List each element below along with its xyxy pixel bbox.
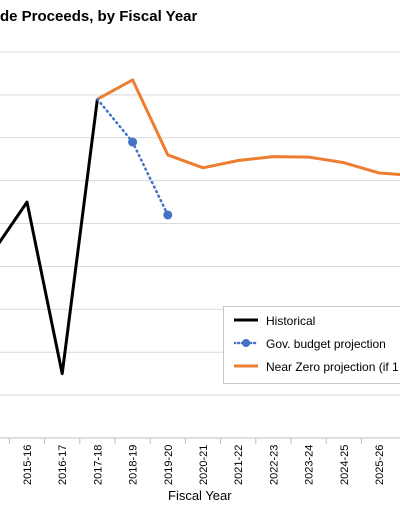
series-line-1 [96, 97, 170, 217]
legend-item-near-zero: Near Zero projection (if 1 [234, 359, 399, 374]
x-tick-label: 2018-19 [128, 445, 140, 485]
legend: Historical Gov. budget projection Near Z… [223, 306, 400, 384]
legend-label-near-zero: Near Zero projection (if 1 [266, 359, 399, 374]
legend-swatch-gov-budget [232, 337, 260, 351]
series-lines [0, 78, 400, 376]
legend-label-historical: Historical [266, 313, 316, 328]
x-axis-label: Fiscal Year [168, 488, 232, 503]
legend-label-gov-budget: Gov. budget projection [266, 336, 386, 351]
legend-swatch-historical [234, 314, 258, 328]
x-tick-label: 2017-18 [92, 445, 104, 485]
x-tick-label: 2023-24 [304, 445, 316, 485]
series-line-2 [96, 78, 400, 176]
chart-title: de Proceeds, by Fiscal Year [0, 8, 198, 25]
series-point-1 [128, 137, 138, 147]
x-tick-label: 2024-25 [339, 445, 351, 485]
x-tick-label: 2019-20 [163, 445, 175, 485]
x-tick-label: 2025-26 [374, 445, 386, 485]
x-tick-label: 2021-22 [233, 445, 245, 485]
series-line-0 [0, 98, 99, 376]
x-tick-labels: 2015-16 2016-17 2017-18 2018-19 2019-20 2020-… [8, 438, 386, 485]
gridlines [0, 51, 400, 439]
x-tick-label: 2015-16 [22, 445, 34, 485]
series-point-1 [163, 210, 173, 220]
x-tick-label: 2016-17 [57, 445, 69, 485]
x-tick-label: 2020-21 [198, 445, 210, 485]
x-tick-label: 2022-23 [268, 445, 280, 485]
legend-item-historical: Historical [234, 313, 315, 328]
legend-item-gov-budget: Gov. budget projection [232, 336, 386, 351]
legend-swatch-near-zero [234, 360, 258, 374]
